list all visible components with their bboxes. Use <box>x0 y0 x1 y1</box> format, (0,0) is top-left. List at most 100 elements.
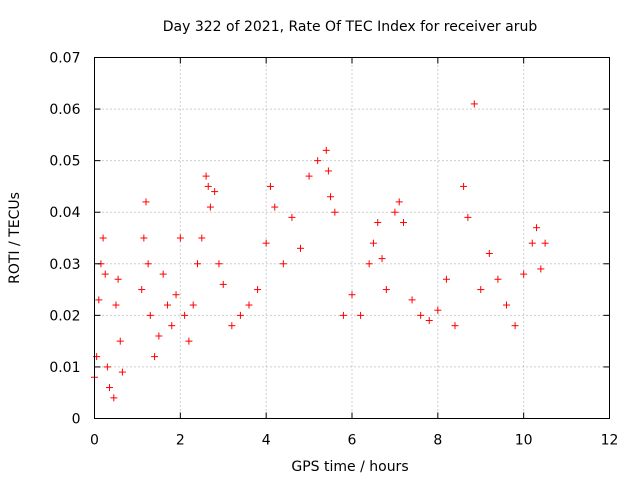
data-point <box>434 306 442 314</box>
data-point <box>528 239 536 247</box>
data-point <box>204 182 212 190</box>
data-point <box>189 301 197 309</box>
data-point <box>339 311 347 319</box>
data-point <box>101 270 109 278</box>
data-point <box>408 296 416 304</box>
chart-title: Day 322 of 2021, Rate Of TEC Index for r… <box>163 19 538 35</box>
data-point <box>198 234 206 242</box>
data-point <box>324 167 332 175</box>
data-point <box>511 322 519 330</box>
x-tick-label: 2 <box>176 433 185 449</box>
data-point <box>194 260 201 268</box>
data-point <box>503 301 510 309</box>
data-point <box>215 260 223 268</box>
data-point <box>176 234 184 242</box>
data-point <box>144 260 152 268</box>
data-point <box>163 301 171 309</box>
y-tick-label: 0.06 <box>49 102 80 118</box>
x-tick-label: 8 <box>433 433 442 449</box>
data-point <box>236 311 244 319</box>
data-point <box>494 275 502 283</box>
y-tick-label: 0 <box>72 412 81 428</box>
y-tick-label: 0.05 <box>49 154 80 170</box>
grid <box>94 57 610 419</box>
data-point <box>417 311 425 319</box>
x-axis-label: GPS time / hours <box>291 459 408 475</box>
data-point <box>425 317 433 325</box>
y-tick-label: 0.01 <box>49 360 80 376</box>
x-tick-label: 10 <box>515 433 533 449</box>
data-point <box>181 311 189 319</box>
y-tick-label: 0.07 <box>49 51 80 67</box>
data-point <box>470 100 478 108</box>
data-point <box>142 198 150 206</box>
data-point <box>297 244 304 252</box>
data-point <box>400 219 407 227</box>
data-point <box>254 286 262 294</box>
x-tick-label: 0 <box>90 433 99 449</box>
data-point <box>114 275 122 283</box>
data-point <box>168 322 176 330</box>
x-tick-label: 6 <box>348 433 357 449</box>
data-point <box>378 255 386 263</box>
data-point <box>118 368 126 376</box>
data-point <box>112 301 120 309</box>
data-point <box>305 172 313 180</box>
data-point <box>219 280 227 288</box>
data-point <box>206 203 214 211</box>
data-point <box>288 213 296 221</box>
data-point <box>369 239 377 247</box>
data-point <box>537 265 545 273</box>
data-point <box>266 182 274 190</box>
x-tick-labels: 0 2 4 6 8 10 12 <box>90 433 618 449</box>
data-point <box>485 249 493 257</box>
data-point <box>103 363 111 371</box>
x-tick-label: 4 <box>262 433 271 449</box>
data-point <box>155 332 163 340</box>
data-point <box>464 213 472 221</box>
data-point <box>520 270 528 278</box>
data-point <box>202 172 210 180</box>
data-point <box>245 301 253 309</box>
x-tick-label: 12 <box>601 433 619 449</box>
data-point <box>357 311 365 319</box>
y-tick-label: 0.04 <box>49 205 80 221</box>
data-point <box>365 260 373 268</box>
data-points <box>91 100 549 402</box>
data-point <box>116 337 124 345</box>
data-point <box>391 208 399 216</box>
data-point <box>110 394 118 402</box>
data-point <box>460 182 468 190</box>
data-point <box>533 224 541 232</box>
data-point <box>95 296 103 304</box>
data-point <box>151 353 159 361</box>
data-point <box>185 337 193 345</box>
y-tick-label: 0.03 <box>49 257 80 273</box>
data-point <box>477 286 485 294</box>
data-point <box>314 157 322 165</box>
data-point <box>159 270 167 278</box>
data-point <box>99 234 107 242</box>
data-point <box>374 219 382 227</box>
data-point <box>106 384 114 392</box>
data-point <box>279 260 287 268</box>
data-point <box>146 311 154 319</box>
data-point <box>172 291 180 299</box>
data-point <box>138 286 146 294</box>
data-point <box>271 203 279 211</box>
data-point <box>211 188 219 196</box>
data-point <box>451 322 459 330</box>
y-tick-label: 0.02 <box>49 308 80 324</box>
data-point <box>327 193 335 201</box>
axis-ticks <box>94 57 610 419</box>
data-point <box>331 208 339 216</box>
y-tick-labels: 0 0.01 0.02 0.03 0.04 0.05 0.06 0.07 <box>49 51 80 428</box>
data-point <box>382 286 390 294</box>
data-point <box>442 275 450 283</box>
data-point <box>228 322 236 330</box>
data-point <box>395 198 403 206</box>
data-point <box>541 239 549 247</box>
data-point <box>322 146 330 154</box>
data-point <box>140 234 148 242</box>
